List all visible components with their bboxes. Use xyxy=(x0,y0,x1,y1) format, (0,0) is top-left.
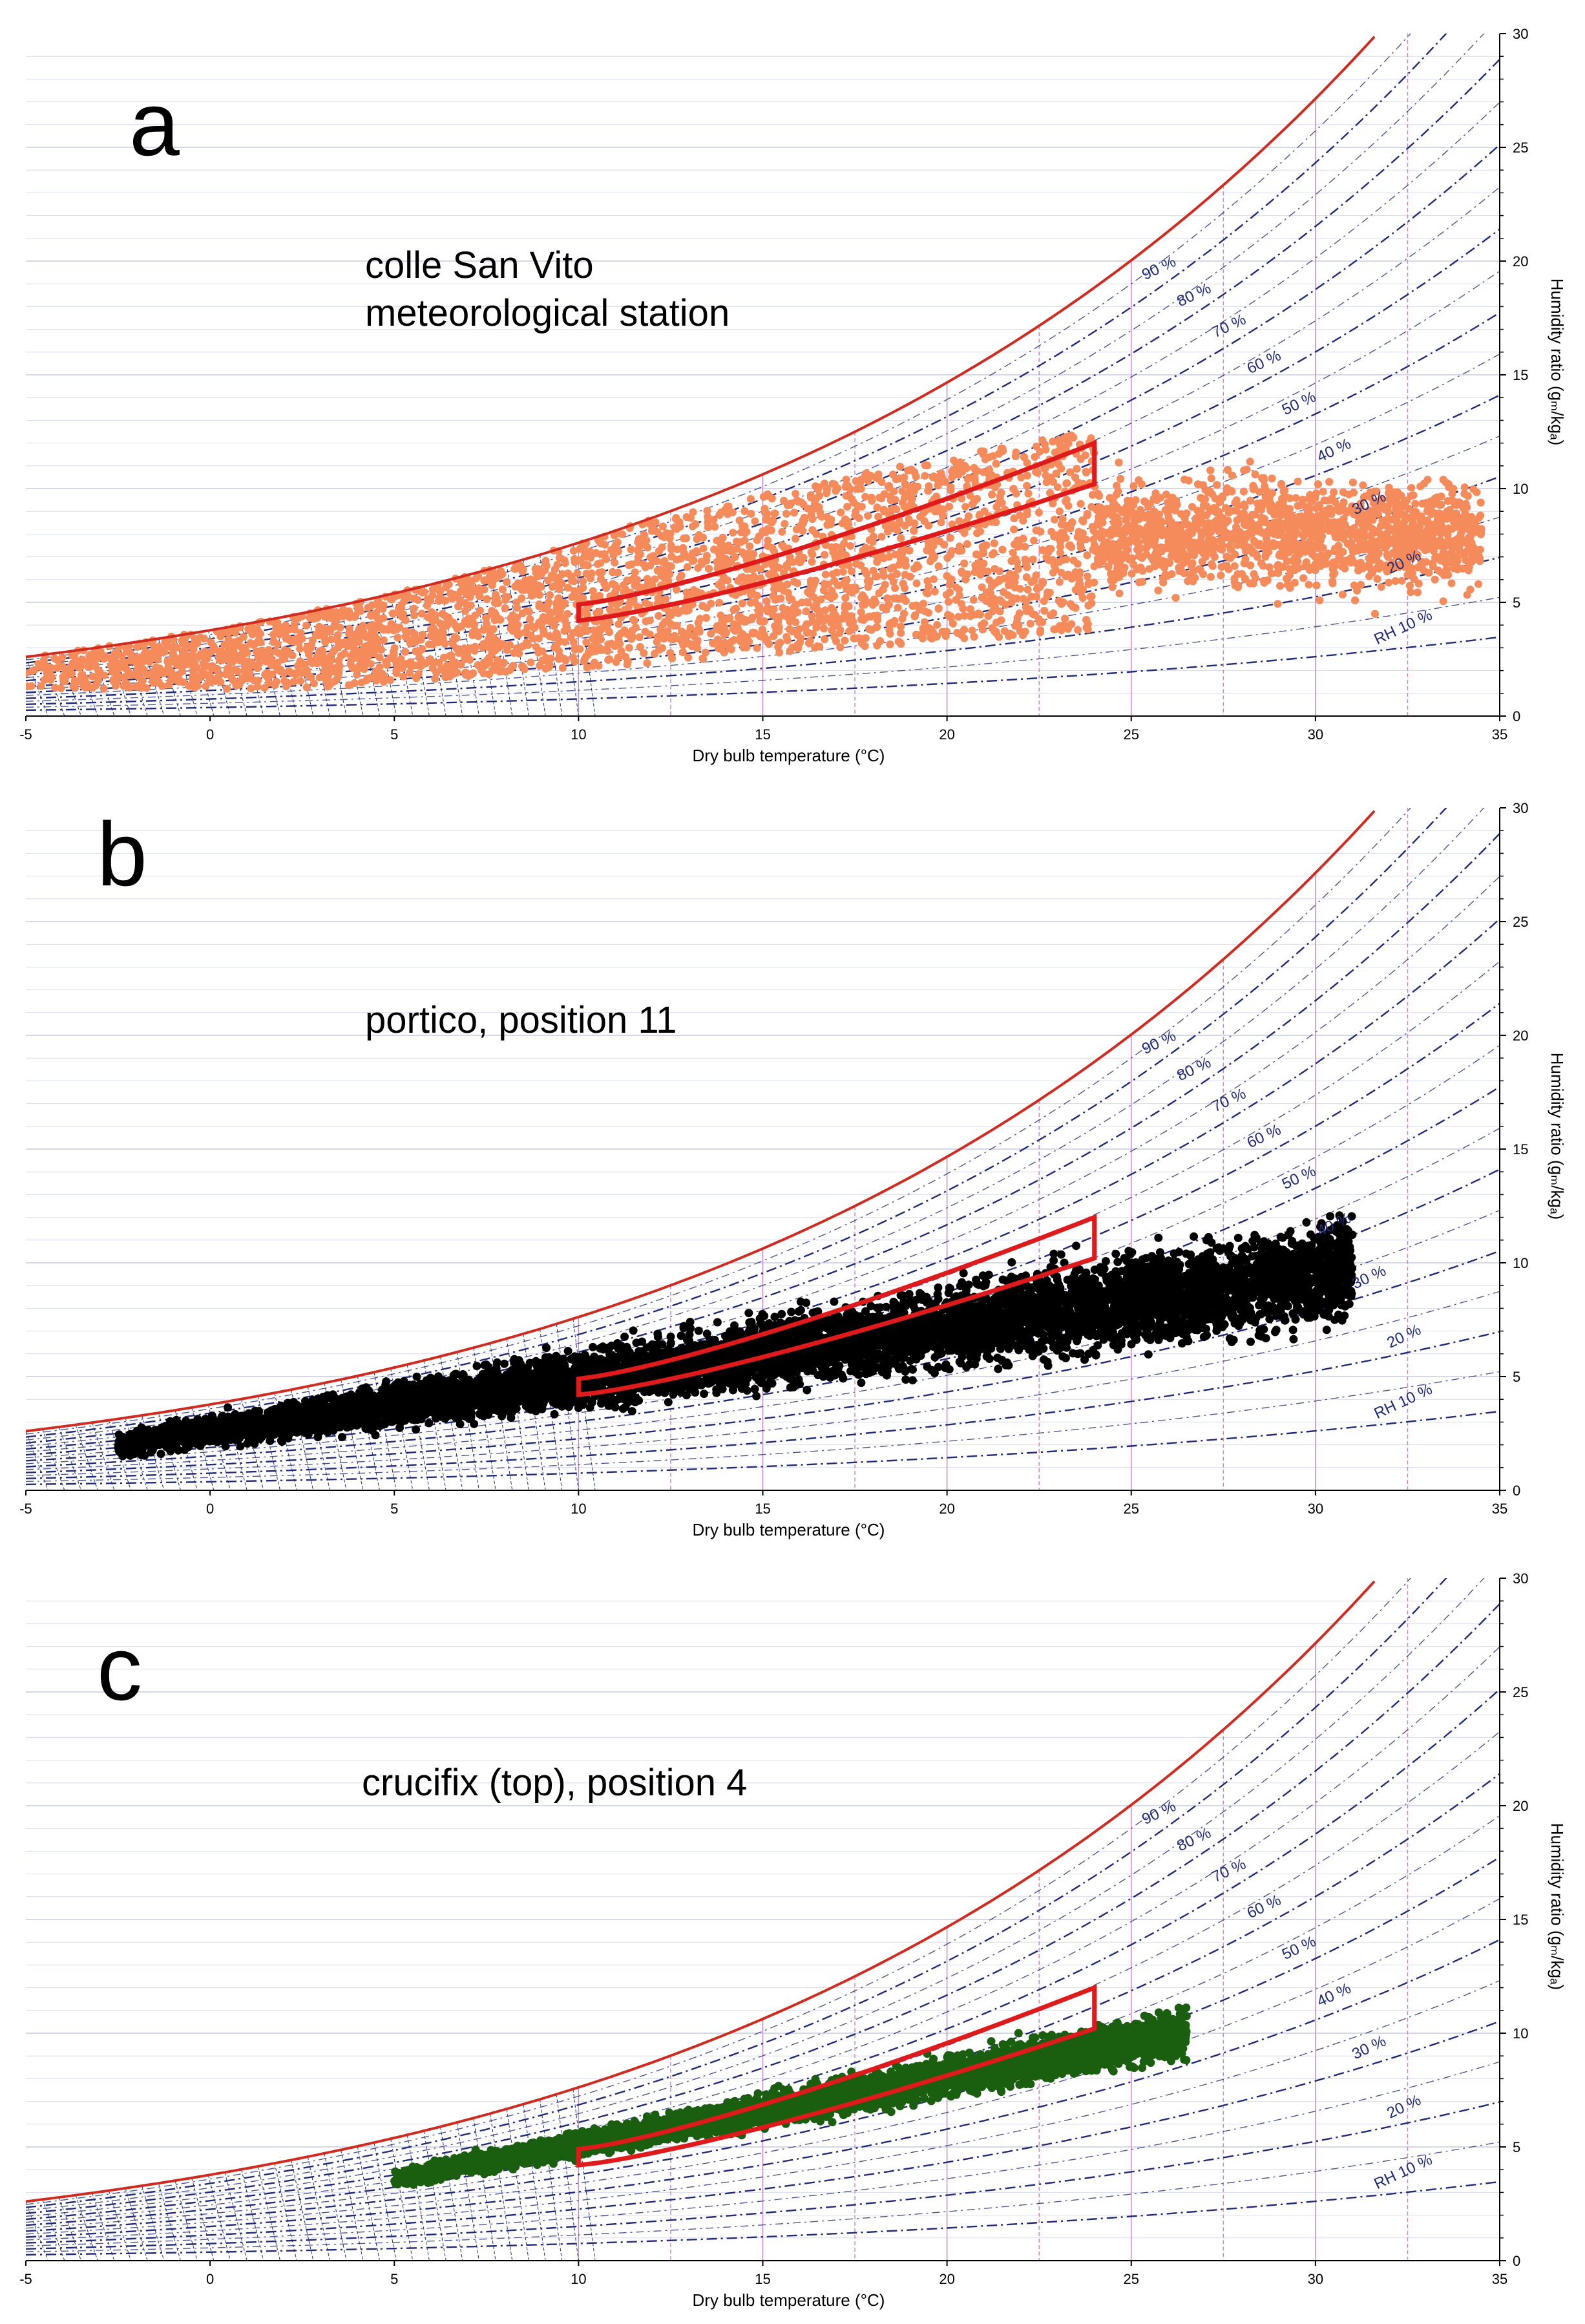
data-point xyxy=(1475,580,1482,588)
data-point xyxy=(1469,485,1477,493)
data-point xyxy=(1374,575,1381,583)
psychrometric-figure: RH 10 %20 %30 %40 %50 %60 %70 %80 %90 %-… xyxy=(0,0,1585,2324)
data-point xyxy=(1116,589,1124,597)
data-point xyxy=(1084,573,1091,580)
data-point xyxy=(527,659,535,666)
data-point xyxy=(1082,469,1090,476)
data-point xyxy=(970,596,978,604)
data-point xyxy=(1074,626,1082,634)
data-point xyxy=(659,523,667,531)
data-point xyxy=(935,604,943,612)
data-point xyxy=(750,550,757,558)
data-point xyxy=(792,618,799,626)
data-point xyxy=(302,622,310,629)
data-point xyxy=(913,580,921,587)
data-point xyxy=(1062,480,1070,487)
data-point xyxy=(910,527,918,534)
data-point xyxy=(921,472,929,480)
data-point xyxy=(615,620,623,628)
data-point xyxy=(623,576,631,584)
data-point xyxy=(952,584,960,591)
data-point xyxy=(1056,578,1064,586)
data-point xyxy=(961,503,969,511)
data-point xyxy=(857,616,865,624)
data-point xyxy=(729,529,737,536)
data-point xyxy=(1030,537,1038,545)
data-point xyxy=(822,571,830,578)
data-point xyxy=(1440,597,1447,605)
data-point xyxy=(611,559,618,567)
data-point xyxy=(894,604,902,611)
data-point xyxy=(576,645,583,653)
data-point xyxy=(1035,509,1043,516)
data-point xyxy=(551,644,558,651)
data-point xyxy=(751,518,759,525)
data-point xyxy=(559,664,567,672)
data-point xyxy=(310,679,318,687)
data-point xyxy=(1319,488,1327,496)
data-point xyxy=(1062,555,1070,563)
data-point xyxy=(1031,453,1038,461)
data-point xyxy=(896,463,904,470)
chart-panel-a: RH 10 %20 %30 %40 %50 %60 %70 %80 %90 %-… xyxy=(19,0,1567,765)
data-point xyxy=(1305,581,1312,589)
data-point xyxy=(1385,579,1392,587)
data-point xyxy=(792,490,799,498)
data-point xyxy=(778,528,786,536)
data-point xyxy=(955,517,963,525)
data-point xyxy=(864,512,872,520)
data-point xyxy=(1049,569,1057,576)
data-point xyxy=(948,474,956,481)
data-point xyxy=(1146,565,1153,573)
data-point xyxy=(878,478,886,486)
data-point xyxy=(1448,580,1456,587)
data-point xyxy=(1407,484,1415,492)
data-point xyxy=(694,564,702,572)
data-point xyxy=(1378,583,1385,591)
data-point xyxy=(1051,516,1058,523)
data-point xyxy=(642,599,649,607)
data-point xyxy=(50,655,58,662)
